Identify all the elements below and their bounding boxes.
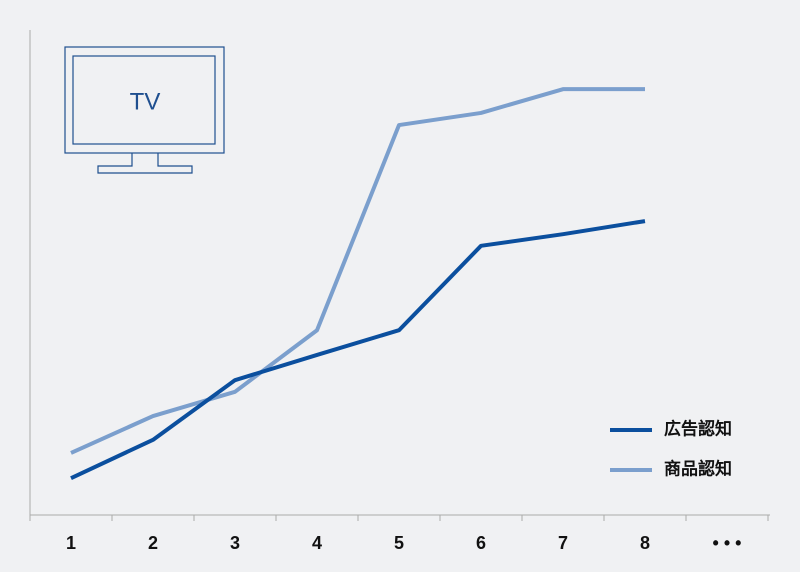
x-tick-label: 1: [66, 533, 76, 553]
x-tick-label: 7: [558, 533, 568, 553]
x-tick-label: 2: [148, 533, 158, 553]
tv-label: TV: [130, 88, 161, 115]
x-tick-label: 3: [230, 533, 240, 553]
legend-label: 商品認知: [664, 458, 732, 478]
series-line: [70, 219, 646, 480]
x-tick-label: • • •: [713, 533, 742, 553]
legend-label: 広告認知: [664, 418, 732, 438]
x-tick-label: 5: [394, 533, 404, 553]
x-tick-label: 4: [312, 533, 322, 553]
x-tick-label: 6: [476, 533, 486, 553]
x-tick-label: 8: [640, 533, 650, 553]
tv-icon: [64, 46, 225, 174]
series-line: [70, 87, 645, 455]
